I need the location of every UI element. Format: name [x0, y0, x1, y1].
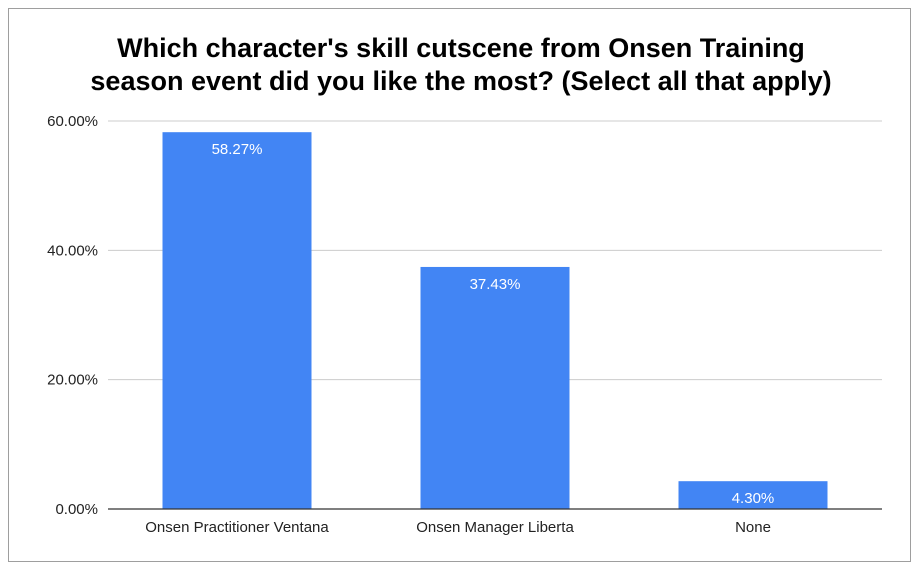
y-tick-label: 20.00% [47, 372, 98, 389]
bar-data-label: 4.30% [732, 490, 775, 507]
bar [420, 266, 570, 509]
bars [162, 132, 828, 510]
bar-data-labels: 58.27% 37.43% 4.30% [212, 141, 775, 507]
y-axis-tick-labels: 0.00% 20.00% 40.00% 60.00% [47, 113, 98, 518]
chart-title-line-2: season event did you like the most? (Sel… [90, 66, 831, 96]
bar [678, 481, 828, 509]
x-axis-category-labels: Onsen Practitioner Ventana Onsen Manager … [145, 519, 771, 536]
bar-data-label: 58.27% [212, 141, 263, 158]
x-category-label: None [735, 519, 771, 536]
bar-data-label: 37.43% [470, 276, 521, 293]
y-tick-label: 60.00% [47, 113, 98, 130]
bar [162, 132, 312, 510]
x-category-label: Onsen Manager Liberta [416, 519, 574, 536]
x-category-label: Onsen Practitioner Ventana [145, 519, 329, 536]
chart-title: Which character's skill cutscene from On… [90, 33, 831, 96]
chart-title-line-1: Which character's skill cutscene from On… [117, 33, 805, 63]
y-tick-label: 0.00% [55, 501, 98, 518]
y-tick-label: 40.00% [47, 242, 98, 259]
